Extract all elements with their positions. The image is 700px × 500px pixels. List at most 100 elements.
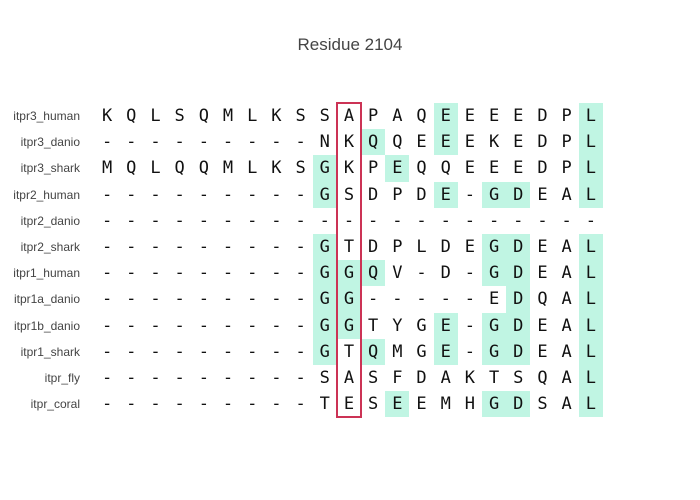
residue-cell: G [336, 260, 362, 287]
residue-cell: G [482, 312, 507, 339]
residue-cell: L [247, 158, 258, 179]
residue-cell: - [126, 210, 137, 231]
residue-cell: - [101, 315, 113, 336]
residue-cell: - [271, 210, 282, 231]
residue-cell: - [198, 236, 209, 257]
residue-cell: S [537, 394, 548, 415]
residue-cell: - [222, 236, 234, 257]
residue-cell: - [101, 184, 113, 205]
residue-cell: S [319, 367, 330, 388]
residue-cell: E [537, 236, 548, 257]
residue-cell: L [578, 286, 603, 313]
residue-cell: D [368, 184, 379, 205]
residue-cell: T [343, 236, 355, 257]
residue-cell: L [247, 106, 258, 126]
residue-cell: Q [392, 132, 403, 153]
residue-cell: - [150, 315, 161, 336]
residue-cell: - [198, 394, 209, 415]
residue-cell: - [174, 289, 185, 310]
residue-cell: - [464, 184, 476, 205]
residue-cell: - [126, 289, 137, 310]
residue-cell: - [101, 210, 113, 231]
residue-cell: E [488, 106, 500, 126]
residue-cell: D [537, 132, 548, 153]
residue-cell: - [368, 289, 379, 310]
residue-cell: L [578, 260, 603, 287]
residue-cell: K [488, 132, 500, 153]
residue-cell: E [464, 158, 476, 179]
residue-cell: A [561, 394, 572, 415]
residue-cell: - [198, 132, 209, 153]
residue-cell: - [513, 210, 524, 231]
residue-cell: D [506, 286, 531, 313]
residue-cell: K [271, 158, 282, 179]
residue-cell: Q [416, 158, 427, 179]
residue-cell: - [126, 184, 137, 205]
residue-cell: L [578, 338, 603, 365]
residue-cell: - [488, 210, 500, 231]
residue-cell: - [150, 236, 161, 257]
residue-cell: - [271, 367, 282, 388]
residue-cell: G [416, 315, 427, 336]
residue-cell: A [561, 289, 572, 310]
residue-cell: E [537, 315, 548, 336]
sequence-label: itpr1a_danio [13, 292, 80, 307]
sequence-label: itpr2_shark [20, 239, 80, 254]
residue-cell: A [561, 236, 572, 257]
residue-cell: - [101, 367, 113, 388]
residue-cell: - [198, 315, 209, 336]
residue-cell: - [247, 315, 258, 336]
residue-cell: - [101, 341, 113, 362]
residue-cell: G [336, 286, 362, 313]
residue-cell: - [126, 132, 137, 153]
residue-cell: F [392, 367, 403, 388]
residue-cell: - [126, 236, 137, 257]
residue-cell: - [150, 341, 161, 362]
residue-cell: E [416, 394, 427, 415]
residue-cell: - [198, 367, 209, 388]
residue-cell: - [464, 289, 476, 310]
residue-cell: - [295, 263, 306, 284]
residue-cell: E [513, 132, 524, 153]
residue-cell: - [271, 184, 282, 205]
residue-cell: - [295, 367, 306, 388]
residue-cell: N [319, 132, 330, 153]
residue-cell: G [312, 155, 337, 182]
residue-cell: E [537, 184, 548, 205]
residue-cell: - [222, 132, 234, 153]
residue-cell: - [101, 132, 113, 153]
residue-cell: E [416, 132, 427, 153]
residue-cell: D [506, 312, 531, 339]
residue-cell: Q [416, 106, 427, 126]
residue-cell: Q [440, 158, 451, 179]
residue-cell: E [537, 341, 548, 362]
residue-cell: - [222, 315, 234, 336]
sequence-label: itpr3_shark [20, 161, 80, 176]
residue-cell: - [271, 236, 282, 257]
residue-cell: L [578, 364, 603, 392]
residue-cell: A [561, 315, 572, 336]
residue-cell: - [247, 210, 258, 231]
residue-cell: E [488, 289, 500, 310]
residue-cell: - [271, 289, 282, 310]
residue-cell: - [537, 210, 548, 231]
residue-cell: - [150, 132, 161, 153]
residue-cell: - [174, 394, 185, 415]
residue-cell: Q [198, 106, 209, 126]
residue-cell: S [295, 158, 306, 179]
residue-cell: - [150, 210, 161, 231]
residue-cell: - [174, 263, 185, 284]
residue-cell: M [392, 341, 403, 362]
sequence-labels: itpr3_human itpr3_danio itpr3_shark itpr2_h… [0, 103, 80, 417]
residue-cell: - [319, 210, 330, 231]
residue-cell: Q [126, 106, 137, 126]
residue-cell: G [482, 181, 507, 208]
residue-cell: - [150, 289, 161, 310]
residue-cell: G [312, 233, 337, 261]
residue-cell: - [222, 289, 234, 310]
